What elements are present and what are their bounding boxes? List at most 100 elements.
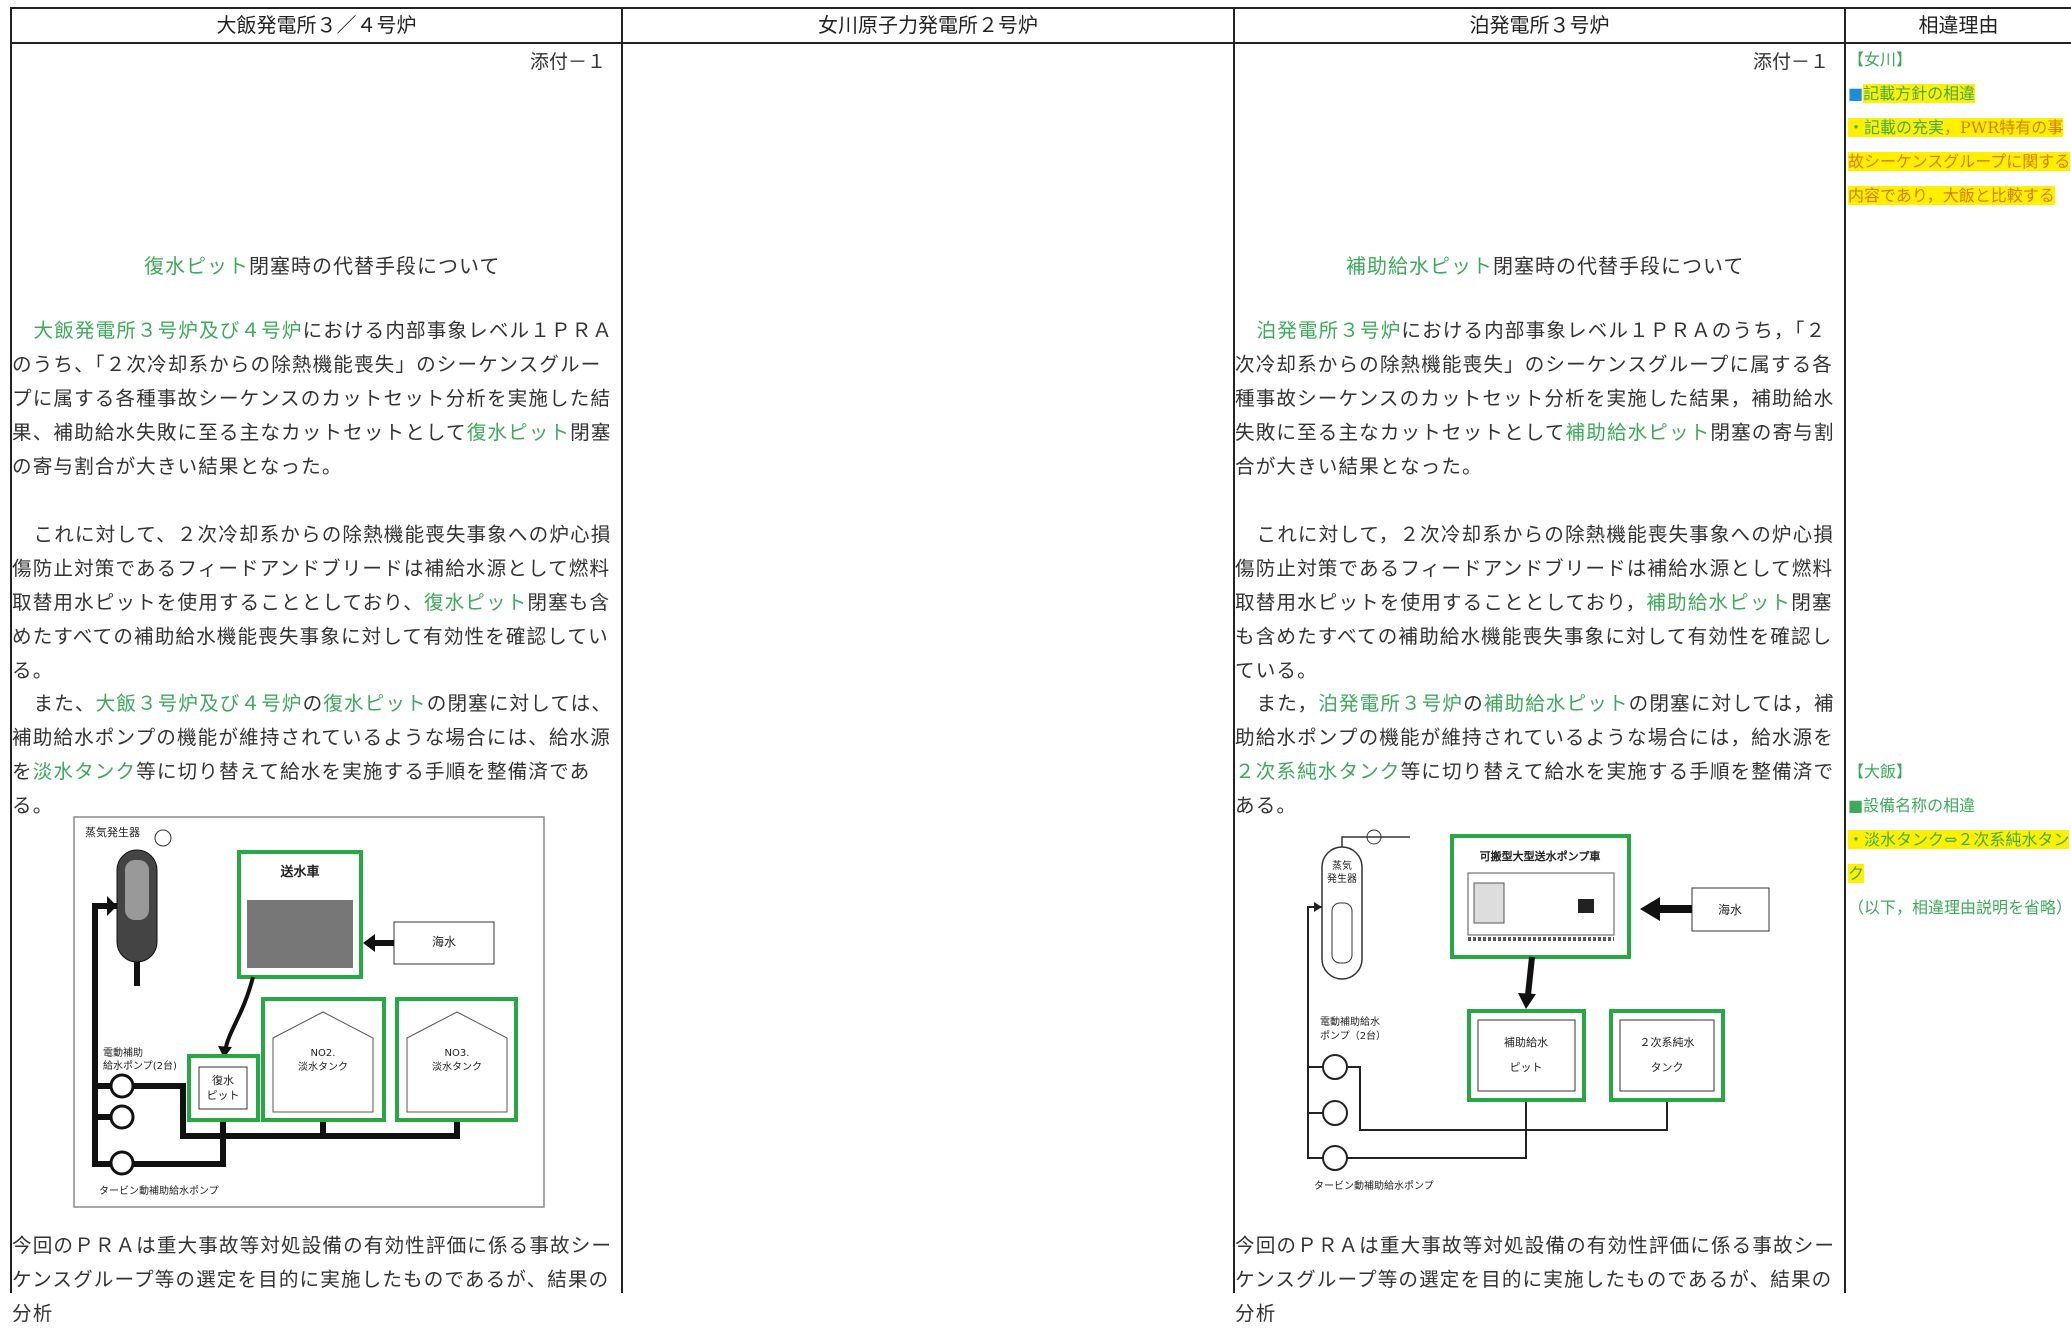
reason-heading: ■記載方針の相違	[1848, 77, 2071, 111]
paragraph: また、大飯３号炉及び４号炉の復水ピットの閉塞に対しては、補助給水ポンプの機能が維…	[12, 687, 616, 823]
text: 記載方針の相違	[1863, 84, 1976, 103]
diagram-label: 電動補助	[103, 1046, 143, 1059]
sea-box	[393, 921, 495, 965]
section-title: 復水ピット閉塞時の代替手段について	[144, 250, 500, 279]
diagram: 蒸気 発生器 電動補助給水 ポンプ（2台） タービン動補助給水ポンプ 可搬型大型…	[1307, 829, 1770, 1192]
text: ，PWR特有の事故シーケンスグループに関する内容であり，大飯と比較する	[1848, 118, 2071, 205]
text: 等に切り替えて給水を実施する手順を整備済である。	[12, 760, 591, 817]
text: 閉塞の寄与割合が大きい結果となった。	[1235, 421, 1835, 478]
diagram-label: 蒸気	[1332, 859, 1352, 872]
text: 補助給水ピット	[1646, 591, 1792, 614]
text: 閉塞も含めたすべての補助給水機能喪失事象に対して有効性を確認している。	[1235, 591, 1833, 682]
table-border	[1844, 7, 1846, 1293]
text: また，	[1256, 692, 1319, 715]
arrow	[1525, 956, 1535, 996]
diagram-label: 給水ポンプ(2台)	[103, 1059, 177, 1072]
section-title: 補助給水ピット閉塞時の代替手段について	[1346, 250, 1744, 279]
title-part: 補助給水ピット	[1346, 254, 1493, 278]
diagram-label: 海水	[432, 934, 456, 949]
diagram-label: 海水	[1718, 902, 1742, 917]
column-header: 女川原子力発電所２号炉	[818, 13, 1038, 37]
paragraph: 大飯発電所３号炉及び４号炉における内部事象レベル１ＰＲＡのうち、「２次冷却系から…	[12, 314, 616, 484]
paragraph: 今回のＰＲＡは重大事故等対処設備の有効性評価に係る事故シーケンスグループ等の選定…	[12, 1234, 613, 1325]
pump	[109, 1073, 135, 1099]
text: ・記載の充実	[1848, 118, 1945, 137]
arrow	[363, 934, 375, 952]
tank	[1619, 1019, 1715, 1092]
text: 泊発電所３号炉	[1318, 692, 1464, 715]
text: の	[1463, 692, 1484, 715]
tank	[406, 1011, 508, 1113]
text: 泊発電所３号炉	[1256, 319, 1402, 342]
text: ・淡水タンク⇔２次系純水タンク	[1848, 830, 2070, 883]
reason-note: （以下，相違理由説明を省略）	[1848, 898, 2071, 917]
diagram-frame	[73, 816, 545, 1208]
text: 淡水タンク	[32, 760, 137, 783]
table-border	[10, 7, 12, 1293]
title-part: 復水ピット	[144, 254, 249, 278]
paragraph: これに対して，２次冷却系からの除熱機能喪失事象への炉心損傷防止対策であるフィード…	[1235, 518, 1839, 688]
attachment-label: 添付－１	[529, 51, 606, 73]
column-header: 相違理由	[1918, 13, 1999, 37]
reason-text: 【大飯】 ■設備名称の相違 ・淡水タンク⇔２次系純水タンク （以下，相違理由説明…	[1848, 755, 2071, 925]
reason-text: 【女川】 ■記載方針の相違 ・記載の充実，PWR特有の事故シーケンスグループに関…	[1848, 43, 2071, 213]
text: 閉塞も含めたすべての補助給水機能喪失事象に対して有効性を確認している。	[12, 591, 611, 682]
diagram-label: ピット	[207, 1089, 240, 1102]
pump	[1322, 1054, 1348, 1080]
diagram-label: ポンプ（2台）	[1320, 1029, 1386, 1042]
text: また、	[33, 692, 96, 715]
text: ２次系純水タンク	[1235, 760, 1401, 783]
text: の閉塞に対しては，補助給水ポンプの機能が維持されているような場合には，給水源を	[1235, 692, 1835, 749]
diagram-label: 淡水タンク	[298, 1061, 348, 1073]
diagram-label: ２次系純水	[1640, 1035, 1695, 1049]
diagram-label: 送水車	[279, 864, 319, 880]
text: これに対して、２次冷却系からの除熱機能喪失事象への炉心損傷防止対策であるフィード…	[12, 523, 612, 614]
piping	[92, 903, 460, 1167]
text: の	[302, 692, 324, 715]
arrow	[1314, 902, 1322, 912]
text: 等に切り替えて給水を実施する手順を整備済である。	[1235, 760, 1835, 817]
arrow	[1640, 897, 1660, 921]
diagram-label: タービン動補助給水ポンプ	[1314, 1179, 1434, 1192]
diagram-label: 淡水タンク	[432, 1061, 482, 1073]
truck-photo	[247, 900, 353, 968]
text: 復水ピット	[466, 421, 571, 444]
reason-body: ・淡水タンク⇔２次系純水タンク	[1848, 823, 2071, 891]
text: 復水ピット	[323, 692, 427, 715]
title-part: 閉塞時の代替手段について	[249, 254, 501, 278]
diagram-label: ピット	[1510, 1061, 1543, 1074]
table-border	[1233, 7, 1235, 1293]
valve	[154, 829, 172, 847]
truck-drawing	[1578, 899, 1594, 913]
diagram-label: 復水	[212, 1074, 234, 1087]
pump	[1322, 1145, 1348, 1171]
text: における内部事象レベル１ＰＲＡのうち、「２次冷却系からの除熱機能喪失」のシーケン…	[12, 319, 613, 444]
arrow	[218, 1046, 232, 1058]
text: 復水ピット	[423, 591, 528, 614]
pump	[109, 1104, 135, 1130]
diagram-label: 可搬型大型送水ポンプ車	[1480, 849, 1601, 863]
diagram-label: 電動補助給水	[1320, 1015, 1380, 1028]
sea-box	[1691, 887, 1770, 932]
text: 補助給水ピット	[1483, 692, 1629, 715]
text: これに対して，２次冷却系からの除熱機能喪失事象への炉心損傷防止対策であるフィード…	[1235, 523, 1835, 614]
diagram-label: NO2.	[311, 1048, 336, 1059]
reason-tag: 【女川】	[1848, 50, 1913, 69]
table-border	[10, 42, 2071, 44]
steam-generator-inner	[1331, 902, 1353, 964]
arrow	[1518, 993, 1536, 1009]
text: における内部事象レベル１ＰＲＡのうち，「２次冷却系からの除熱機能喪失」のシーケン…	[1235, 319, 1835, 444]
truck-drawing	[1473, 882, 1505, 924]
paragraph: これに対して、２次冷却系からの除熱機能喪失事象への炉心損傷防止対策であるフィード…	[12, 518, 616, 688]
page: 大飯発電所３／４号炉 女川原子力発電所２号炉 泊発電所３号炉 相違理由 添付－１…	[10, 7, 2071, 1325]
reason-tag: 【大飯】	[1848, 762, 1913, 781]
diagram-label: 蒸気発生器	[85, 825, 140, 839]
diagram-label: 補助給水	[1504, 1035, 1548, 1049]
diagram: 蒸気発生器 電動補助 給水ポンプ(2台) タービン動補助給水ポンプ 送水車 海水…	[73, 816, 545, 1208]
text: 大飯発電所３号炉及び４号炉	[33, 319, 303, 342]
column-header: 泊発電所３号炉	[1469, 13, 1610, 37]
text: 閉塞の寄与割合が大きい結果となった。	[12, 421, 612, 478]
pump	[109, 1150, 135, 1176]
paragraph: 今回のＰＲＡは重大事故等対処設備の有効性評価に係る事故シーケンスグループ等の選定…	[1235, 1234, 1836, 1325]
attachment-label: 添付－１	[1752, 51, 1829, 73]
